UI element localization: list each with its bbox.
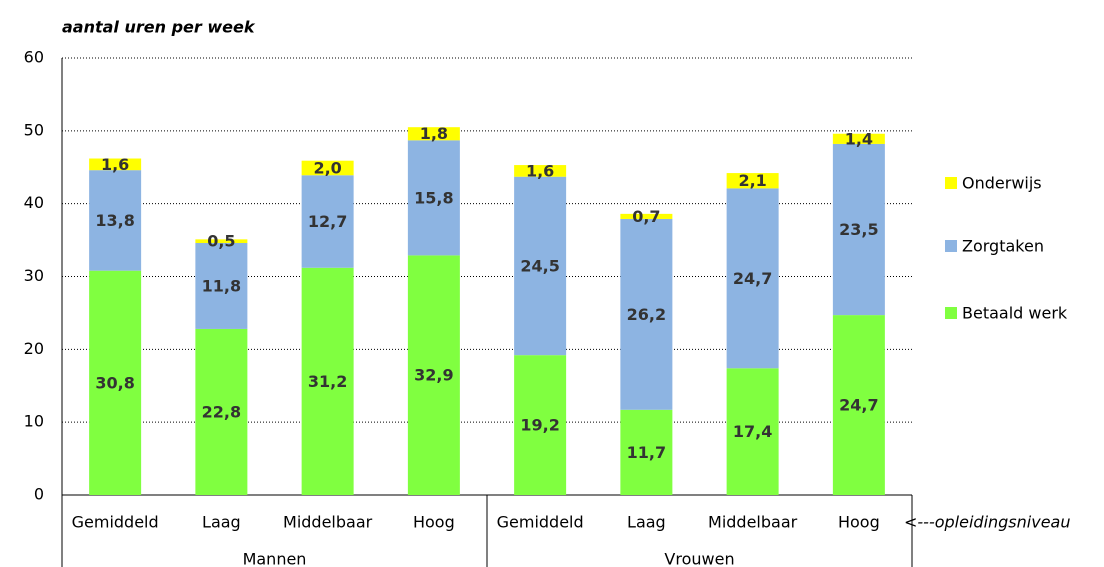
bar-segment bbox=[620, 213, 673, 219]
bar-segment bbox=[195, 242, 248, 329]
value-label: 17,4 bbox=[733, 422, 772, 441]
bar-segment bbox=[514, 176, 567, 356]
value-label: 19,2 bbox=[520, 416, 559, 435]
x-tick-label: Laag bbox=[627, 513, 666, 532]
bar-segment bbox=[726, 188, 779, 369]
bar-segment bbox=[89, 170, 142, 271]
x-tick-label: Hoog bbox=[413, 513, 455, 532]
bar-segment bbox=[195, 239, 248, 243]
value-label: 26,2 bbox=[627, 305, 666, 324]
value-label: 32,9 bbox=[414, 366, 453, 385]
bar-segment bbox=[407, 255, 460, 495]
value-label: 15,8 bbox=[414, 188, 453, 207]
y-tick-label: 40 bbox=[24, 193, 44, 212]
legend-label: Onderwijs bbox=[962, 174, 1042, 193]
bar-segment bbox=[832, 143, 885, 316]
value-label: 2,1 bbox=[738, 171, 766, 190]
bar-segment bbox=[514, 165, 567, 177]
bar-segment bbox=[195, 328, 248, 495]
y-tick-label: 20 bbox=[24, 339, 44, 358]
x-tick-label: Middelbaar bbox=[708, 513, 798, 532]
y-tick-label: 60 bbox=[24, 48, 44, 67]
group-label: Vrouwen bbox=[664, 550, 734, 567]
value-label: 11,8 bbox=[202, 276, 241, 295]
bar-segment bbox=[89, 270, 142, 495]
value-label: 30,8 bbox=[95, 373, 134, 392]
bar-segment bbox=[407, 140, 460, 256]
value-label: 22,8 bbox=[202, 402, 241, 421]
bar-segment bbox=[620, 409, 673, 495]
legend-swatch bbox=[945, 240, 957, 252]
legend-label: Betaald werk bbox=[962, 304, 1068, 323]
group-label: Mannen bbox=[243, 550, 307, 567]
x-tick-label: Gemiddeld bbox=[497, 513, 584, 532]
value-label: 1,6 bbox=[101, 155, 129, 174]
x-tick-label: Hoog bbox=[838, 513, 880, 532]
value-label: 24,7 bbox=[839, 396, 878, 415]
value-label: 13,8 bbox=[95, 211, 134, 230]
value-label: 11,7 bbox=[627, 443, 666, 462]
value-label: 31,2 bbox=[308, 372, 347, 391]
value-label: 1,6 bbox=[526, 161, 554, 180]
value-label: 2,0 bbox=[313, 158, 341, 177]
value-label: 1,4 bbox=[845, 129, 873, 148]
bar-segment bbox=[726, 368, 779, 495]
x-tick-label: Laag bbox=[202, 513, 241, 532]
value-label: 0,7 bbox=[632, 207, 660, 226]
y-tick-label: 30 bbox=[24, 266, 44, 285]
value-label: 24,7 bbox=[733, 269, 772, 288]
bar-segment bbox=[620, 218, 673, 410]
legend-swatch bbox=[945, 307, 957, 319]
x-tick-label: Middelbaar bbox=[283, 513, 373, 532]
bar-segment bbox=[89, 158, 142, 171]
bar-segment bbox=[832, 315, 885, 495]
bar-segment bbox=[301, 160, 354, 176]
bar-segment bbox=[301, 267, 354, 495]
bar-segment bbox=[832, 133, 885, 144]
bar-segment bbox=[726, 173, 779, 189]
y-tick-label: 50 bbox=[24, 120, 44, 139]
value-label: 1,8 bbox=[420, 124, 448, 143]
annotation: <---opleidingsniveau bbox=[904, 513, 1070, 532]
bar-segment bbox=[514, 355, 567, 495]
value-label: 23,5 bbox=[839, 220, 878, 239]
y-tick-label: 0 bbox=[34, 485, 44, 504]
legend-swatch bbox=[945, 177, 957, 189]
legend-label: Zorgtaken bbox=[962, 237, 1044, 256]
value-label: 24,5 bbox=[520, 256, 559, 275]
bar-segment bbox=[407, 127, 460, 141]
bar-segment bbox=[301, 175, 354, 268]
x-tick-label: Gemiddeld bbox=[72, 513, 159, 532]
chart-subtitle: aantal uren per week bbox=[62, 18, 256, 37]
value-label: 0,5 bbox=[207, 232, 235, 251]
y-tick-label: 10 bbox=[24, 412, 44, 431]
value-label: 12,7 bbox=[308, 212, 347, 231]
